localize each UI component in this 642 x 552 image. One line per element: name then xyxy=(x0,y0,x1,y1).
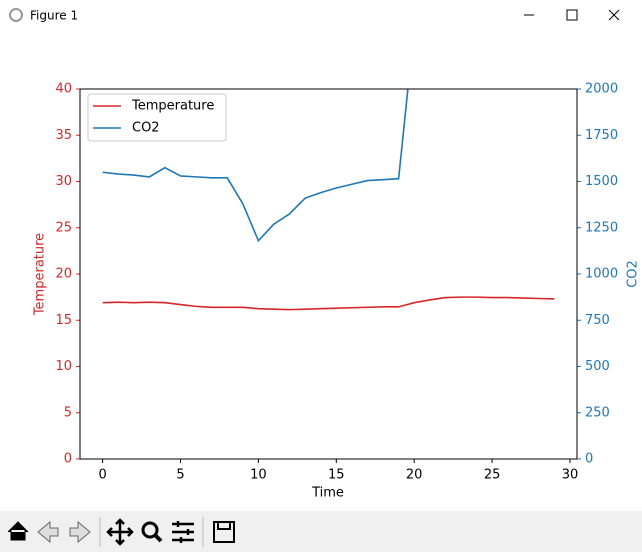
y-tick-label: 40 xyxy=(55,82,72,97)
y2-tick-label: 500 xyxy=(585,359,610,374)
x-tick-label: 15 xyxy=(328,468,345,483)
y-tick-label: 35 xyxy=(55,128,72,143)
app-icon xyxy=(9,8,23,22)
x-axis-label: Time xyxy=(311,486,344,501)
x-tick-label: 30 xyxy=(562,468,579,483)
toolbar xyxy=(0,511,642,552)
maximize-button[interactable] xyxy=(566,9,578,21)
y2-tick-label: 1500 xyxy=(585,174,618,189)
forward-button[interactable] xyxy=(69,520,91,544)
home-button[interactable] xyxy=(7,521,29,541)
x-tick-label: 20 xyxy=(406,468,423,483)
axes-frame xyxy=(79,88,578,460)
y2-tick-label: 1750 xyxy=(585,128,618,143)
y2-axis-label: CO2 xyxy=(626,260,641,288)
x-tick-label: 5 xyxy=(176,468,184,483)
y-tick-label: 10 xyxy=(55,359,72,374)
zoom-button[interactable] xyxy=(141,521,163,543)
legend-label: Temperature xyxy=(131,99,214,114)
y2-tick-label: 2000 xyxy=(585,82,618,97)
y-axis-label: Temperature xyxy=(33,233,48,316)
plot-area xyxy=(102,89,555,311)
y2-tick-label: 1000 xyxy=(585,267,618,282)
y-tick-label: 0 xyxy=(64,452,72,467)
x-tick-label: 25 xyxy=(484,468,501,483)
y2-tick-label: 1250 xyxy=(585,220,618,235)
close-button[interactable] xyxy=(608,9,620,21)
x-tick-label: 0 xyxy=(98,468,106,483)
y-tick-label: 25 xyxy=(55,220,72,235)
save-button[interactable] xyxy=(213,521,235,543)
x-tick-label: 10 xyxy=(250,468,267,483)
y2-tick-label: 250 xyxy=(585,405,610,420)
y-tick-label: 20 xyxy=(55,267,72,282)
y2-tick-label: 0 xyxy=(585,452,593,467)
y-tick-label: 5 xyxy=(64,405,72,420)
back-button[interactable] xyxy=(37,520,59,544)
line-series xyxy=(102,89,409,243)
y-tick-label: 15 xyxy=(55,313,72,328)
window-title: Figure 1 xyxy=(30,9,78,23)
configure-button[interactable] xyxy=(172,521,194,543)
y-tick-label: 30 xyxy=(55,174,72,189)
toolbar-buttons xyxy=(7,517,235,547)
legend-box xyxy=(87,93,227,142)
pan-button[interactable] xyxy=(106,518,134,546)
y2-tick-label: 750 xyxy=(585,313,610,328)
legend-label: CO2 xyxy=(132,121,160,136)
line-series xyxy=(102,296,555,311)
